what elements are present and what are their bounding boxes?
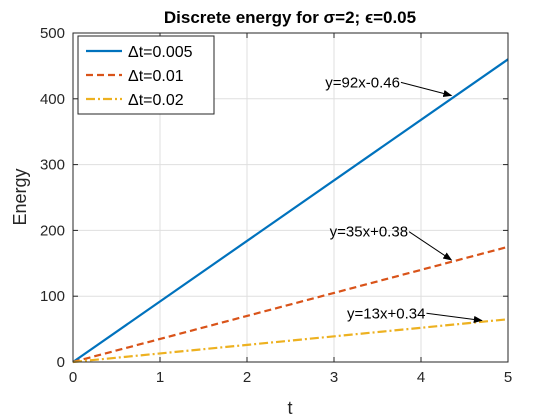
annotation-label: y=13x+0.34 xyxy=(347,305,425,322)
series-line-1 xyxy=(72,58,509,363)
y-axis-label: Energy xyxy=(10,168,30,225)
series-layer xyxy=(72,58,509,364)
y-tick-label: 500 xyxy=(40,25,65,42)
y-tick-label: 0 xyxy=(57,354,65,371)
series-line-3 xyxy=(72,318,509,364)
x-tick-label: 3 xyxy=(330,369,338,386)
annotation-label: y=92x-0.46 xyxy=(325,74,400,91)
annotation-label: y=35x+0.38 xyxy=(330,224,408,241)
annotation-arrow xyxy=(408,231,453,261)
legend-label: Δt=0.02 xyxy=(128,92,184,109)
x-tick-label: 0 xyxy=(69,369,77,386)
annotation-arrow xyxy=(400,81,453,97)
y-tick-label: 200 xyxy=(40,222,65,239)
legend-label: Δt=0.005 xyxy=(128,44,193,61)
legend: Δt=0.005 Δt=0.01 Δt=0.02 xyxy=(77,35,215,115)
annotations: y=92x-0.46 y=35x+0.38 y=13x+0.34 xyxy=(325,74,483,324)
x-axis-label: t xyxy=(287,398,292,418)
y-tick-label: 300 xyxy=(40,157,65,174)
x-tick-label: 5 xyxy=(504,369,512,386)
annotation-arrow xyxy=(426,312,483,324)
plot-frame xyxy=(72,32,509,363)
grid-lines xyxy=(72,32,509,363)
legend-label: Δt=0.01 xyxy=(128,68,184,85)
x-tick-label: 1 xyxy=(156,369,164,386)
y-tick-label: 400 xyxy=(40,91,65,108)
y-tick-label: 100 xyxy=(40,288,65,305)
series-line-2 xyxy=(72,245,509,364)
x-tick-label: 2 xyxy=(243,369,251,386)
chart-title: Discrete energy for σ=2; ϵ=0.05 xyxy=(164,8,416,27)
x-tick-label: 4 xyxy=(417,369,425,386)
